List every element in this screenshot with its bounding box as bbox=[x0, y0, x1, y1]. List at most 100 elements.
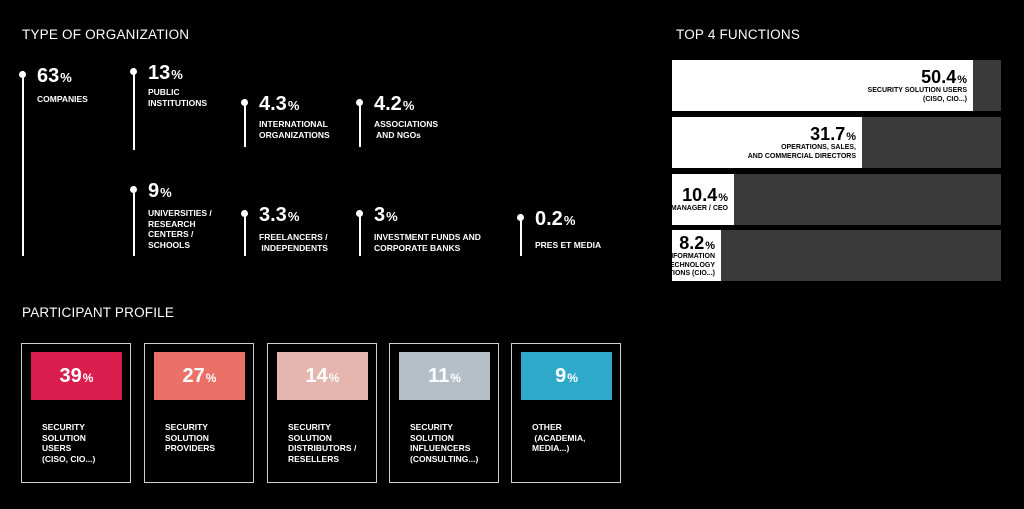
org-stat-dot bbox=[241, 99, 248, 106]
profile-card-label: SECURITY SOLUTION PROVIDERS bbox=[165, 422, 216, 453]
profile-card-label: SECURITY SOLUTION DISTRIBUTORS / RESELLE… bbox=[288, 422, 357, 464]
org-stat-value: 3.3% bbox=[259, 204, 299, 227]
profile-card: 9% OTHER (ACADEMIA, MEDIA...) bbox=[511, 343, 621, 483]
function-bar-row: 50.4% SECURITY SOLUTION USERS (CISO, CIO.… bbox=[672, 60, 1001, 111]
profile-card-label: SECURITY SOLUTION INFLUENCERS (CONSULTIN… bbox=[410, 422, 479, 464]
org-stat-value-number: 4.2 bbox=[374, 93, 402, 115]
org-stat-value: 0.2% bbox=[535, 208, 575, 231]
org-stat-value-unit: % bbox=[402, 98, 415, 113]
org-section-title: TYPE OF ORGANIZATION bbox=[22, 27, 190, 42]
org-stat-value: 13% bbox=[148, 62, 183, 85]
profile-card-swatch: 27% bbox=[154, 352, 245, 400]
profile-card-swatch: 11% bbox=[399, 352, 490, 400]
profile-card-swatch: 14% bbox=[277, 352, 368, 400]
function-bar-value-number: 31.7 bbox=[810, 124, 846, 144]
profile-card-value: 27% bbox=[183, 365, 217, 388]
profile-card-value: 11% bbox=[428, 365, 461, 388]
org-stat-dot bbox=[19, 71, 26, 78]
profile-card-value-number: 27 bbox=[182, 364, 205, 387]
profile-card-value: 9% bbox=[555, 365, 578, 388]
function-bar-value-number: 8.2 bbox=[679, 233, 705, 253]
function-bar-value-unit: % bbox=[705, 240, 715, 252]
org-stat-value-number: 13 bbox=[148, 62, 171, 84]
org-stat-value-number: 4.3 bbox=[259, 93, 287, 115]
org-stat-value-unit: % bbox=[287, 98, 300, 113]
org-stat-label: PUBLIC INSTITUTIONS bbox=[148, 87, 208, 108]
org-stat-line bbox=[244, 210, 246, 256]
org-stat-value-unit: % bbox=[60, 70, 72, 85]
org-stat-value: 9% bbox=[148, 180, 172, 203]
profile-card-swatch: 39% bbox=[31, 352, 122, 400]
org-stat-line bbox=[133, 186, 135, 256]
org-stat-label: ASSOCIATIONS AND NGOs bbox=[374, 119, 439, 140]
function-bar-value: 31.7% bbox=[810, 124, 856, 145]
profile-card-value: 14% bbox=[306, 365, 340, 388]
profile-card-value-number: 11 bbox=[428, 364, 450, 387]
org-stat-dot bbox=[517, 214, 524, 221]
function-bar-label: GENERAL MANAGER / CEO bbox=[634, 205, 728, 213]
profile-card: 39% SECURITY SOLUTION USERS (CISO, CIO...… bbox=[21, 343, 131, 483]
org-stat-value-unit: % bbox=[171, 67, 183, 82]
org-stat-line bbox=[359, 210, 361, 256]
profile-card-value-unit: % bbox=[205, 370, 217, 385]
org-stat-value-unit: % bbox=[160, 185, 172, 200]
profile-card-label: SECURITY SOLUTION USERS (CISO, CIO...) bbox=[42, 422, 96, 464]
profile-card-value: 39% bbox=[60, 365, 94, 388]
org-stat-value: 4.2% bbox=[374, 93, 414, 116]
org-stat-value-number: 0.2 bbox=[535, 208, 563, 230]
function-bar-fill: 50.4% SECURITY SOLUTION USERS (CISO, CIO.… bbox=[672, 60, 973, 111]
function-bar-value-number: 10.4 bbox=[682, 185, 718, 206]
org-stat-value: 3% bbox=[374, 204, 398, 227]
profile-card-swatch: 9% bbox=[521, 352, 612, 400]
function-bar-fill: 8.2% OTHER INFORMATION TECHNOLOGY FUNCTIO… bbox=[640, 230, 721, 281]
org-stat-dot bbox=[130, 186, 137, 193]
function-bar-value: 50.4% bbox=[921, 67, 967, 88]
org-stat-value-unit: % bbox=[563, 213, 576, 228]
function-bar-label: OPERATIONS, SALES, AND COMMERCIAL DIRECT… bbox=[747, 144, 856, 160]
org-stat-value-unit: % bbox=[386, 209, 398, 224]
org-stat-value-number: 3 bbox=[374, 204, 386, 226]
org-stat-line bbox=[22, 71, 24, 256]
org-stat-line bbox=[359, 99, 361, 147]
function-bar-row: 8.2% OTHER INFORMATION TECHNOLOGY FUNCTIO… bbox=[640, 230, 1001, 281]
org-stat-value-number: 9 bbox=[148, 180, 160, 202]
profile-card: 11% SECURITY SOLUTION INFLUENCERS (CONSUL… bbox=[389, 343, 499, 483]
profile-card-value-unit: % bbox=[328, 370, 340, 385]
functions-section-title: TOP 4 FUNCTIONS bbox=[676, 27, 801, 42]
profile-section-title: PARTICIPANT PROFILE bbox=[22, 305, 175, 320]
org-stat-label: INVESTMENT FUNDS AND CORPORATE BANKS bbox=[374, 232, 481, 253]
profile-card-value-number: 9 bbox=[555, 364, 567, 387]
org-stat-line bbox=[520, 214, 522, 256]
org-stat-value-unit: % bbox=[287, 209, 300, 224]
profile-card-value-number: 14 bbox=[305, 364, 328, 387]
org-stat-value-number: 3.3 bbox=[259, 204, 287, 226]
function-bar-label: SECURITY SOLUTION USERS (CISO, CIO...) bbox=[867, 87, 967, 103]
org-stat-label: COMPANIES bbox=[37, 94, 88, 104]
function-bar-row: 10.4% GENERAL MANAGER / CEO bbox=[635, 174, 1001, 225]
org-stat-label: FREELANCERS / INDEPENDENTS bbox=[259, 232, 328, 253]
org-stat-dot bbox=[356, 210, 363, 217]
function-bar-row: 31.7% OPERATIONS, SALES, AND COMMERCIAL D… bbox=[672, 117, 1001, 168]
org-stat-value: 63% bbox=[37, 65, 72, 88]
profile-card-value-unit: % bbox=[82, 370, 94, 385]
function-bar-value-unit: % bbox=[718, 192, 728, 205]
function-bar-value-unit: % bbox=[846, 131, 856, 143]
org-stat-value-number: 63 bbox=[37, 65, 60, 87]
org-stat-dot bbox=[130, 68, 137, 75]
profile-card: 14% SECURITY SOLUTION DISTRIBUTORS / RESE… bbox=[267, 343, 377, 483]
org-stat-label: PRES ET MEDIA bbox=[535, 240, 602, 250]
org-stat-line bbox=[244, 99, 246, 147]
profile-card-value-unit: % bbox=[450, 370, 461, 385]
function-bar-value-number: 50.4 bbox=[921, 67, 957, 87]
function-bar-fill: 10.4% GENERAL MANAGER / CEO bbox=[635, 174, 734, 225]
profile-card: 27% SECURITY SOLUTION PROVIDERS bbox=[144, 343, 254, 483]
function-bar-label: OTHER INFORMATION TECHNOLOGY FUNCTIONS (… bbox=[639, 253, 715, 277]
org-stat-label: UNIVERSITIES / RESEARCH CENTERS / SCHOOL… bbox=[148, 208, 212, 250]
function-bar-value-unit: % bbox=[957, 74, 967, 86]
org-stat-line bbox=[133, 68, 135, 150]
org-stat-label: INTERNATIONAL ORGANIZATIONS bbox=[259, 119, 330, 140]
org-stat-dot bbox=[241, 210, 248, 217]
profile-card-value-number: 39 bbox=[59, 364, 82, 387]
profile-card-label: OTHER (ACADEMIA, MEDIA...) bbox=[532, 422, 586, 453]
function-bar-value: 8.2% bbox=[679, 233, 715, 254]
